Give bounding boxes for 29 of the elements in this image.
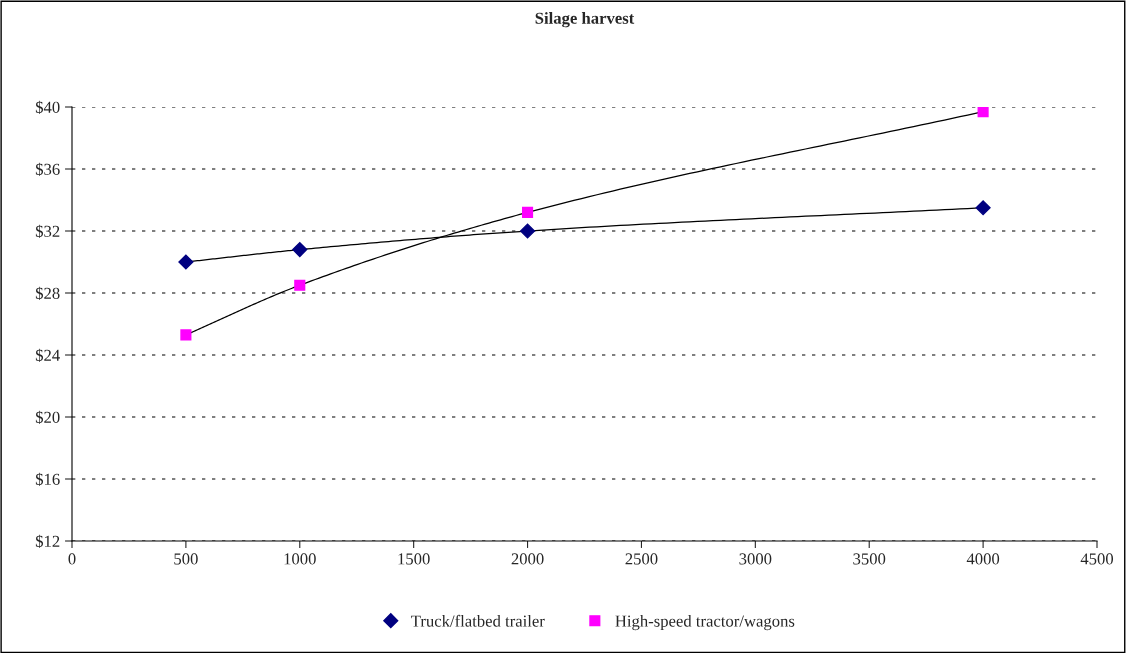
y-tick-label: $12 (35, 534, 60, 549)
x-tick-label: 3000 (739, 553, 772, 565)
point (292, 242, 308, 258)
x-tick-label: 4500 (1080, 553, 1114, 565)
y-tick-label: $40 (35, 100, 60, 115)
point (977, 107, 989, 118)
legend-label: Truck/flatbed trailer (411, 614, 545, 627)
y-tick-label: $36 (35, 162, 60, 177)
y-tick-label: $28 (35, 286, 60, 301)
x-tick-label: 2500 (625, 553, 658, 565)
legend-label: High-speed tractor/wagons (615, 615, 795, 631)
x-tick-label: 3500 (853, 553, 886, 565)
y-tick-label: $20 (35, 410, 60, 425)
y-tick-label: $24 (35, 348, 60, 363)
x-tick-label: 1000 (284, 553, 316, 565)
x-tick-label: 2000 (511, 553, 544, 565)
point (519, 223, 536, 239)
point (975, 200, 991, 216)
x-tick-label: 0 (68, 553, 76, 565)
y-tick-label: $16 (35, 472, 60, 487)
x-tick-label: 500 (174, 553, 198, 565)
point (178, 254, 194, 270)
x-tick-label: 4000 (966, 553, 1000, 565)
chart-title: Silage harvest (535, 12, 635, 28)
point (521, 206, 534, 218)
y-tick-label: $32 (35, 224, 60, 239)
x-tick-label: 1500 (398, 553, 430, 565)
point (180, 329, 192, 341)
point (294, 279, 306, 291)
